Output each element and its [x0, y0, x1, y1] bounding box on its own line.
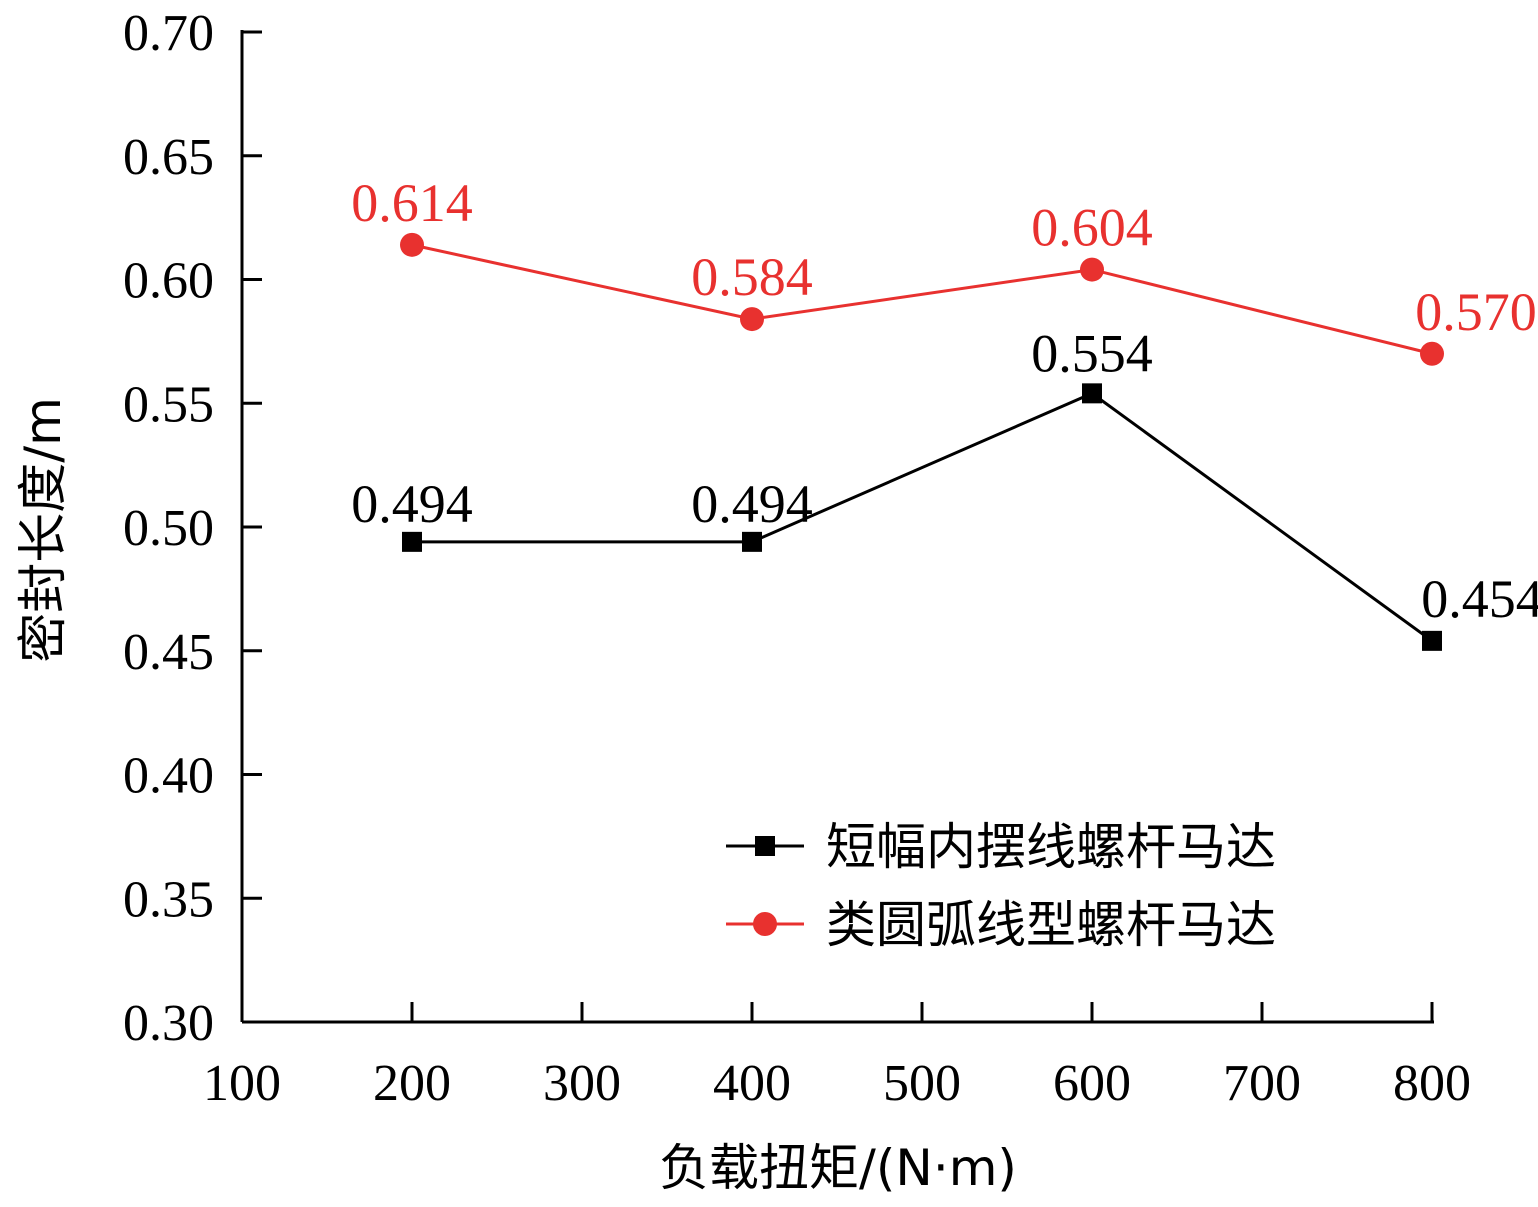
data-label: 0.554 — [1031, 323, 1153, 383]
y-tick-label: 0.70 — [123, 5, 214, 62]
data-point-square — [755, 836, 775, 856]
x-tick-label: 600 — [1053, 1055, 1131, 1112]
y-tick-label: 0.30 — [123, 995, 214, 1052]
axes: 0.30 0.35 0.40 0.45 0.50 0.55 0.60 0.65 0.70 100 2… — [123, 5, 1471, 1112]
data-point-square — [402, 531, 422, 552]
y-tick-label: 0.35 — [123, 871, 214, 928]
data-label: 0.584 — [691, 247, 813, 307]
data-label: 0.494 — [691, 474, 813, 534]
data-point-square — [1422, 630, 1442, 651]
y-tick-label: 0.65 — [123, 129, 214, 186]
y-tick-label: 0.55 — [123, 376, 214, 433]
data-point-circle — [753, 912, 777, 936]
x-tick-label: 700 — [1223, 1055, 1301, 1112]
data-label: 0.494 — [351, 474, 473, 534]
x-axis-title: 负载扭矩/(N·m) — [659, 1139, 1017, 1197]
legend-entry-label: 类圆弧线型螺杆马达 — [826, 896, 1276, 954]
data-point-square — [742, 531, 762, 552]
series-line-2 — [411, 243, 1433, 356]
data-point-circle — [400, 232, 424, 257]
data-label: 0.614 — [351, 173, 473, 233]
data-point-circle — [1420, 341, 1444, 366]
x-tick-label: 400 — [713, 1055, 791, 1112]
data-label: 0.454 — [1421, 569, 1538, 629]
y-tick-label: 0.50 — [123, 500, 214, 557]
x-tick-label: 200 — [373, 1055, 451, 1112]
data-label: 0.604 — [1031, 198, 1153, 258]
data-labels: 0.494 0.494 0.554 0.454 0.614 0.584 0.604 0.570 — [351, 173, 1538, 629]
y-tick-label: 0.45 — [123, 624, 214, 681]
series-line-1 — [412, 391, 1433, 643]
data-label: 0.570 — [1415, 282, 1537, 342]
legend-entry-label: 短幅内摆线螺杆马达 — [826, 818, 1276, 876]
data-point-square — [1082, 383, 1102, 404]
data-point-circle — [1080, 257, 1104, 282]
x-tick-label: 100 — [203, 1055, 281, 1112]
series-layer — [400, 232, 1444, 651]
y-tick-label: 0.60 — [123, 253, 214, 310]
x-tick-label: 500 — [883, 1055, 961, 1112]
data-point-circle — [740, 307, 764, 332]
y-tick-label: 0.40 — [123, 748, 214, 805]
y-axis-title: 密封长度/m — [14, 397, 72, 663]
x-tick-label: 300 — [543, 1055, 621, 1112]
x-tick-label: 800 — [1393, 1055, 1471, 1112]
